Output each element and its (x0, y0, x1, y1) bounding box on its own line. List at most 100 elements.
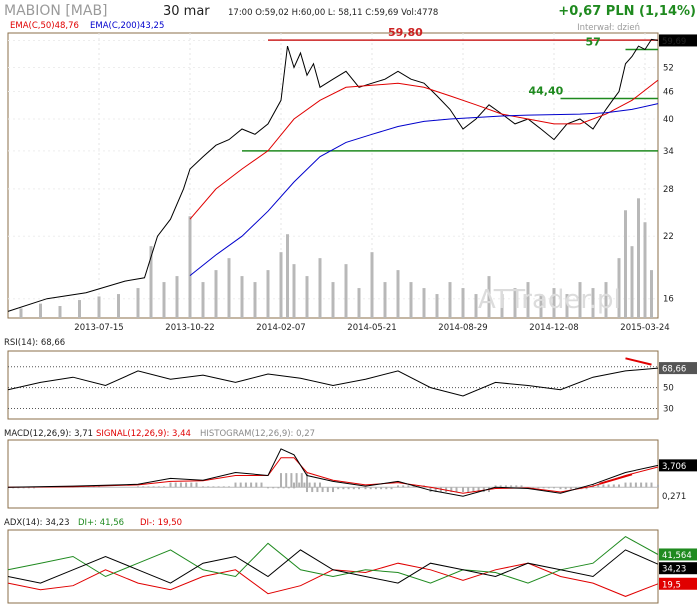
histogram-bar (147, 486, 150, 488)
histogram-bar (542, 487, 545, 489)
quote-date: 30 mar (163, 4, 210, 19)
watermark: ATTrader.pl (478, 285, 621, 315)
histogram-bar (342, 487, 345, 490)
volume-bar (357, 288, 361, 318)
histogram-bar (98, 486, 100, 488)
histogram-bar (169, 482, 172, 488)
histogram-bar (640, 482, 643, 488)
price-legend-item-1: EMA(C,200)43,25 (90, 21, 164, 31)
histogram-bar (287, 487, 290, 489)
price-y-tick: 28 (663, 185, 674, 195)
macd-panel-frame (7, 439, 659, 509)
rsi-y-tick: 30 (663, 405, 674, 415)
price-series-close (7, 38, 659, 312)
price-series-ema200 (189, 103, 659, 276)
level-label-1: 57 (586, 35, 601, 48)
histogram-bar (293, 487, 295, 489)
histogram-bar (282, 487, 285, 489)
price-panel: 16 22 28 34 40 46 52 59,69 ATTrader.pl 59,80 57 44,… (7, 26, 697, 319)
rsi-line (7, 367, 659, 397)
level-label-0: 59,80 (388, 26, 423, 39)
volume-bar (578, 282, 582, 318)
quote-ohlc: 17:00 O:59,02 H:60,00 L: 58,11 C:59,69 V… (228, 8, 438, 18)
volume-bar (149, 246, 153, 318)
histogram-bar (300, 473, 303, 488)
histogram-bar (17, 487, 20, 489)
signal-line (7, 457, 659, 494)
histogram-bar (645, 482, 648, 488)
di-plus-line (7, 535, 659, 584)
histogram-bar (434, 487, 437, 493)
histogram-bar (222, 486, 225, 488)
histogram-bar (308, 482, 311, 488)
volume-bar (331, 282, 335, 318)
histogram-bar (7, 487, 9, 489)
price-y-tick: 46 (663, 88, 674, 98)
price-y-tick: 34 (663, 147, 674, 157)
histogram-bar (515, 485, 518, 488)
rsi-label: RSI(14): 68,66 (4, 338, 65, 348)
volume-bar (78, 300, 81, 318)
histogram-bar (239, 482, 242, 488)
histogram-bar (234, 482, 237, 488)
volume-bar (305, 276, 309, 318)
histogram-bar (494, 485, 497, 488)
macd-last-value-box (659, 459, 697, 472)
x-tick-label: 2014-05-21 (347, 323, 396, 333)
histogram-bar (407, 485, 410, 488)
histogram-bar (510, 485, 513, 488)
volume-bar (643, 222, 647, 318)
volume-bar (624, 210, 627, 318)
hist-last-value: 0,271 (662, 492, 686, 502)
histogram-bar (293, 482, 295, 488)
histogram-bar (380, 487, 383, 490)
histogram-bar (585, 487, 588, 490)
volume-bar (19, 308, 23, 318)
di-plus-last-value-box (659, 548, 697, 561)
histogram-bar (332, 487, 334, 493)
histogram-bar (564, 487, 567, 490)
volume-bar (637, 198, 640, 318)
volume-bar (58, 306, 62, 318)
histogram-bar (277, 487, 280, 489)
histogram-bar (629, 482, 632, 488)
histogram-bar (347, 487, 350, 490)
volume-bar (253, 282, 257, 318)
volume-bar (396, 270, 400, 318)
histogram-bar (532, 487, 535, 489)
histogram-bar (316, 487, 319, 493)
histogram-bar (397, 485, 399, 488)
histogram-bar (499, 485, 502, 488)
price-series-ema50 (189, 79, 659, 220)
histogram-bar (174, 482, 177, 488)
histogram-bar (417, 485, 420, 488)
histogram-bar (142, 486, 145, 488)
volume-bar (162, 282, 166, 318)
volume-bar (188, 216, 192, 318)
price-y-tick: 40 (663, 115, 674, 125)
histogram-bar (267, 487, 269, 489)
volume-bar (526, 282, 530, 318)
adx-panel: ADX(14): 34,23 DI+: 41,56 DI-: 19,50 41,564… (4, 518, 697, 604)
histogram-bar (306, 473, 308, 488)
price-legend-item-0: EMA(C,50)48,76 (10, 21, 79, 31)
volume-bar (266, 270, 270, 318)
histogram-bar (504, 485, 507, 488)
macd-trendline (599, 473, 633, 485)
histogram-bar (482, 487, 485, 493)
histogram-bar (321, 487, 324, 493)
histogram-bar (92, 486, 95, 488)
histogram-bar (462, 487, 464, 493)
histogram-bar (280, 473, 282, 488)
volume-bar (344, 264, 348, 318)
histogram-bar (553, 487, 555, 489)
histogram-bar (390, 487, 393, 490)
price-y-tick: 16 (663, 295, 674, 305)
histogram-bar (295, 473, 298, 488)
histogram-bar (306, 487, 308, 493)
date-axis: 2013-07-15 2013-10-22 2014-02-07 2014-05-21… (74, 323, 669, 333)
x-tick-label: 2014-12-08 (529, 323, 578, 333)
x-tick-label: 2015-03-24 (620, 323, 669, 333)
histogram-bar (250, 482, 253, 488)
histogram-bar (537, 487, 540, 489)
